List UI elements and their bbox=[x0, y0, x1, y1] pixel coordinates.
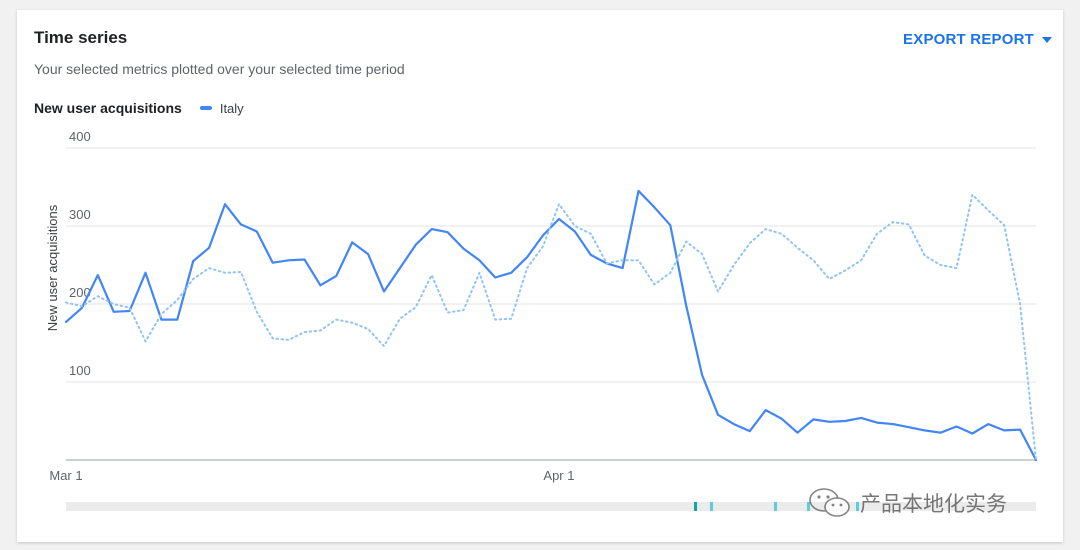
legend-item-italy[interactable]: Italy bbox=[199, 100, 244, 116]
series-layer bbox=[64, 189, 1038, 462]
y-tick-label: 300 bbox=[69, 207, 91, 222]
comparison-series-line[interactable] bbox=[65, 193, 1037, 461]
navigator-marker bbox=[807, 502, 810, 511]
export-report-label: EXPORT REPORT bbox=[903, 31, 1034, 48]
card-title: Time series bbox=[34, 28, 128, 47]
card-subtitle: Your selected metrics plotted over your … bbox=[34, 61, 405, 77]
legend-series-name: Italy bbox=[219, 100, 244, 116]
y-tick-label: 400 bbox=[69, 129, 91, 144]
x-tick-layer: Mar 1 Apr 1 bbox=[49, 468, 574, 483]
italy-series-line[interactable] bbox=[64, 189, 1038, 462]
chart-legend: New user acquisitions Italy bbox=[34, 100, 244, 116]
navigator-marker bbox=[710, 502, 713, 511]
navigator-marker bbox=[774, 502, 777, 511]
navigator-marker bbox=[694, 502, 697, 511]
time-range-navigator[interactable] bbox=[66, 502, 1036, 511]
wechat-logo-icon bbox=[809, 488, 850, 517]
navigator-track[interactable] bbox=[66, 502, 1036, 511]
x-tick-label: Mar 1 bbox=[49, 468, 82, 483]
y-tick-label: 100 bbox=[69, 363, 91, 378]
legend-line-swatch-icon bbox=[199, 106, 212, 110]
line-chart: 100 200 300 400 Mar 1 Apr 1 New user acquisi… bbox=[45, 129, 1038, 511]
export-report-button[interactable]: EXPORT REPORT bbox=[903, 31, 1052, 48]
y-axis-title: New user acquisitions bbox=[45, 204, 60, 331]
watermark: 产品本地化实务 bbox=[808, 486, 1007, 520]
time-series-card: Time series Your selected metrics plotte… bbox=[17, 10, 1063, 542]
y-tick-label: 200 bbox=[69, 285, 91, 300]
grid-layer bbox=[66, 147, 1036, 461]
dropdown-caret-icon bbox=[1042, 36, 1052, 43]
x-tick-label: Apr 1 bbox=[543, 468, 574, 483]
navigator-marker bbox=[856, 502, 859, 511]
y-tick-layer: 100 200 300 400 bbox=[69, 129, 91, 378]
metric-label: New user acquisitions bbox=[34, 100, 182, 116]
